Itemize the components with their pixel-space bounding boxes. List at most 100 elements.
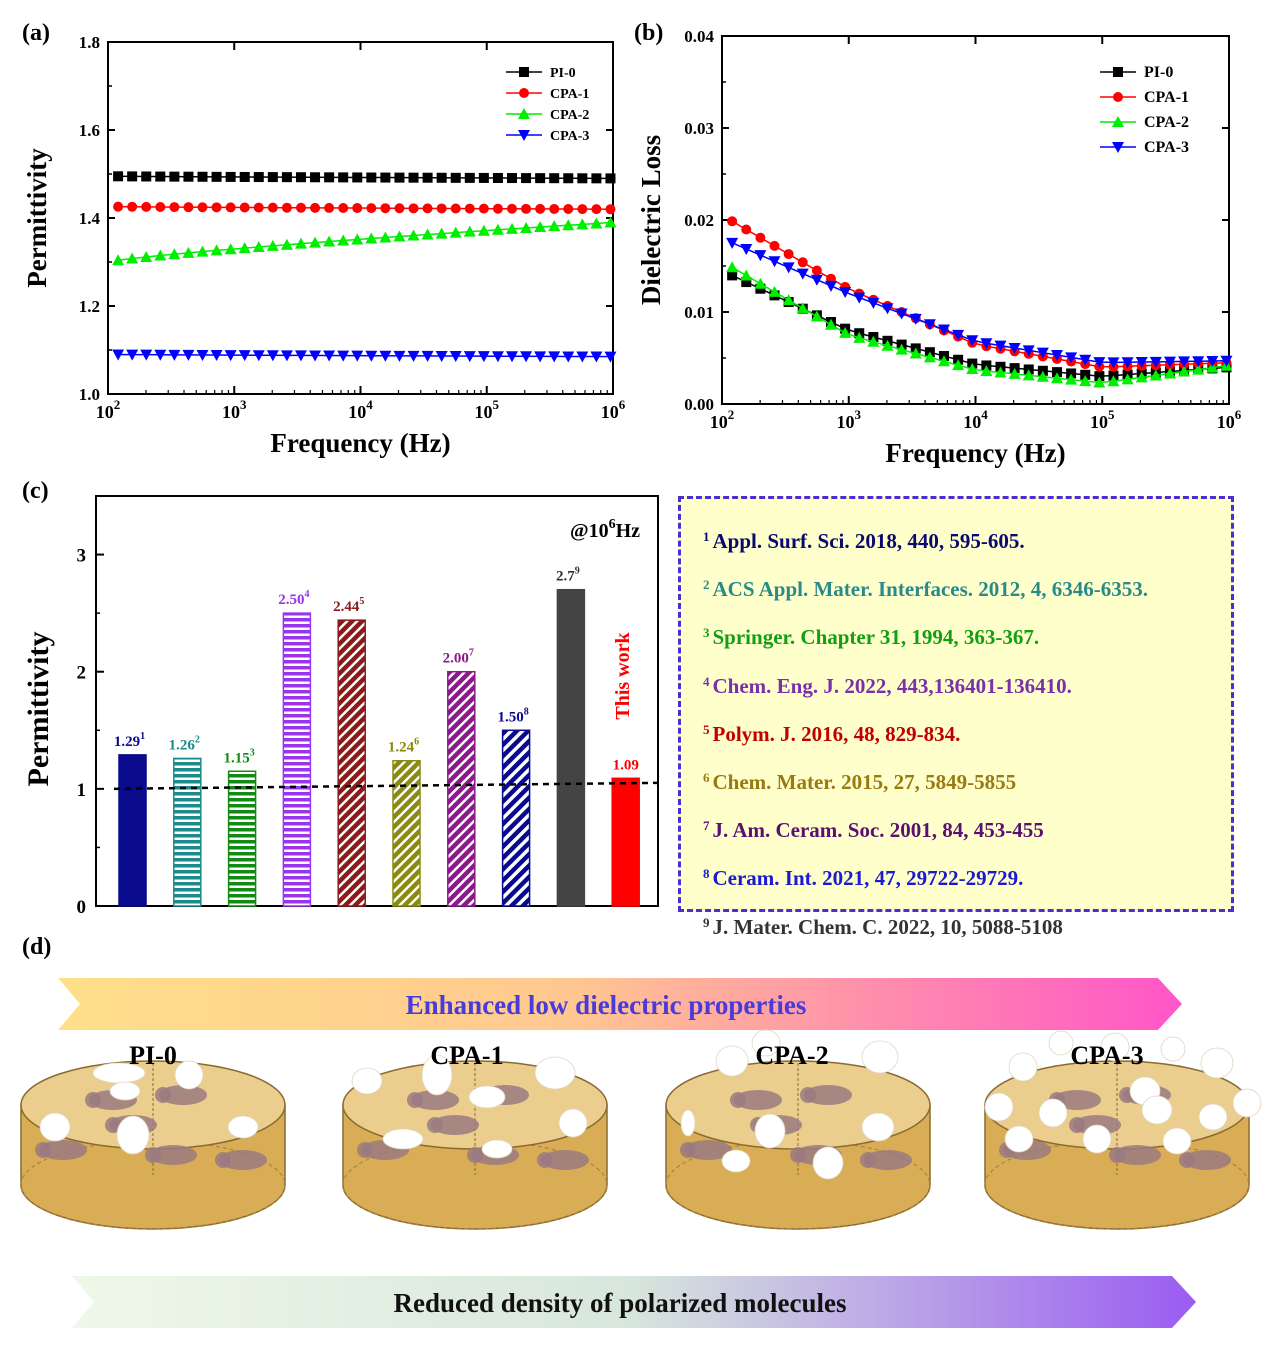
polar-molecule-head [680, 1142, 696, 1158]
puck-bottom-rim [342, 1140, 608, 1230]
reference-item: 5 Polym. J. 2016, 48, 829-834. [703, 708, 1231, 756]
chart-b-ytick-label: 0.03 [684, 119, 714, 138]
chart-a-point [294, 237, 307, 249]
polar-molecule-head [790, 1147, 806, 1163]
reference-text: Appl. Surf. Sci. 2018, 440, 595-605. [712, 529, 1025, 553]
chart-a-point [238, 242, 251, 254]
chart-b-legend-entry: CPA-1 [1100, 89, 1189, 106]
chart-a-point [366, 172, 377, 183]
chart-c-bar-value: 1.50 [497, 709, 523, 725]
chart-b-xtick-base: 10 [710, 412, 728, 432]
chart-a-xtick-base: 10 [348, 402, 366, 422]
chart-a-point [436, 172, 447, 183]
chart-a-legend-label: CPA-2 [550, 108, 589, 123]
chart-a-point [337, 234, 350, 246]
chart-a-point [535, 203, 546, 214]
top-arrow [58, 978, 1182, 1030]
chart-a-point [366, 203, 377, 214]
chart-c-bar-ref: 7 [469, 648, 474, 659]
chart-a-point [238, 350, 251, 362]
chart-c-bar-label: 1.246 [388, 737, 419, 756]
chart-c-y-axis-label: Permittivity [22, 632, 55, 787]
pore-void [558, 1108, 588, 1138]
polar-molecule [159, 1085, 207, 1105]
pore-void [861, 1040, 899, 1074]
chart-b-point [952, 359, 965, 371]
chart-a-point [478, 172, 489, 183]
chart-b-point [881, 303, 894, 315]
chart-a-point [323, 235, 336, 247]
sample-puck: CPA-1 [342, 1041, 608, 1230]
chart-a-legend-entry: CPA-1 [506, 87, 589, 102]
chart-a-point [239, 202, 250, 213]
panel-d-tag: (d) [22, 934, 51, 960]
chart-b-point [839, 287, 852, 299]
chart-a-xtick-exp: 2 [114, 397, 121, 412]
chart-a-point [605, 204, 616, 215]
chart-a-point [168, 349, 181, 361]
chart-a-series-cpa-1 [113, 201, 616, 215]
chart-b-legend-label: PI-0 [1144, 64, 1173, 81]
chart-c-bar-label: 2.007 [443, 648, 474, 667]
chart-a-point [576, 351, 589, 363]
chart-a-point [491, 223, 504, 235]
reference-text: J. Am. Ceram. Soc. 2001, 84, 453-455 [712, 818, 1044, 843]
chart-c-bar-label: 1.262 [169, 734, 200, 753]
chart-c-bar [173, 757, 202, 907]
pore-void [680, 1109, 696, 1137]
chart-a-point [112, 254, 125, 266]
chart-a-point [435, 227, 448, 239]
sample-label: CPA-1 [430, 1041, 503, 1070]
puck-bottom-rim [665, 1140, 931, 1230]
chart-a-legend-marker [519, 67, 529, 77]
chart-a-point [379, 350, 392, 362]
chart-b-point [937, 355, 950, 367]
chart-b-legend-marker [1113, 67, 1123, 77]
chart-c-bar-value: 2.7 [556, 569, 575, 585]
chart-c-bar-ref: 4 [305, 589, 310, 600]
chart-b-xtick-base: 10 [1217, 412, 1235, 432]
chart-a-y-axis-label: Permittivity [22, 148, 52, 288]
chart-a-point [225, 202, 236, 213]
chart-b-point [1220, 355, 1233, 367]
chart-a-point [352, 203, 363, 214]
chart-a-point [310, 202, 321, 213]
chart-a-point [252, 240, 265, 252]
chart-a-point [449, 351, 462, 363]
chart-b-point [853, 292, 866, 304]
chart-a-point [154, 249, 167, 261]
pore-void [1232, 1088, 1262, 1118]
chart-b-point [1121, 373, 1134, 385]
reference-text: Chem. Mater. 2015, 27, 5849-5855 [712, 770, 1017, 795]
chart-a-point [294, 350, 307, 362]
chart-b-xtick-base: 10 [837, 412, 855, 432]
chart-b-point [980, 365, 993, 377]
chart-a-point [394, 172, 405, 183]
chart-a-point [310, 172, 321, 183]
chart-c-bar-value: 1.29 [114, 734, 140, 750]
reference-list: 1 Appl. Surf. Sci. 2018, 440, 595-605. 2 AC… [678, 496, 1234, 939]
chart-a-xtick-base: 10 [96, 402, 114, 422]
top-arrow-text: Enhanced low dielectric properties [406, 990, 807, 1020]
chart-a-point [463, 225, 476, 237]
reference-item: 1 Appl. Surf. Sci. 2018, 440, 595-605. [703, 515, 1231, 563]
chart-a-point [450, 203, 461, 214]
chart-c-bar-ref: 1 [140, 731, 145, 742]
chart-c-plot-frame [95, 495, 659, 907]
pore-void [1200, 1047, 1234, 1079]
pore-void [109, 1081, 141, 1101]
chart-a-legend-marker [518, 130, 530, 141]
chart-b-point [966, 335, 979, 347]
pore-void [39, 1112, 71, 1142]
chart-a-point [521, 173, 532, 184]
chart-a-point [351, 350, 364, 362]
chart-a-point [422, 172, 433, 183]
panel-d-illustration: Enhanced low dielectric properties PI-0 C… [20, 978, 1262, 1328]
reference-number: 3 [703, 625, 710, 641]
chart-b-xtick-exp: 4 [981, 407, 988, 422]
sample-puck: CPA-2 [665, 1029, 931, 1230]
chart-b-xtick-exp: 5 [1108, 407, 1115, 422]
annotation-exp: 6 [609, 517, 616, 532]
sample-puck: CPA-3 [984, 1030, 1262, 1230]
chart-b-y-axis-label: Dielectric Loss [636, 135, 666, 305]
